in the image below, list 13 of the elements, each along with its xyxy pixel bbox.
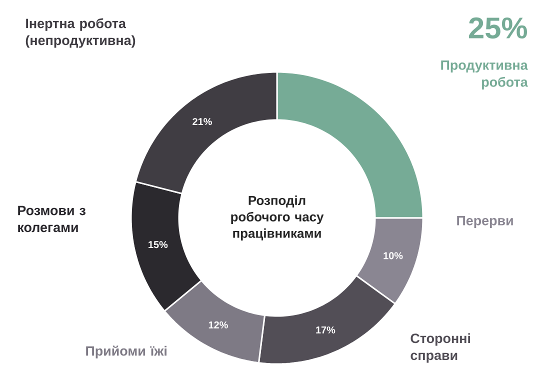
data-label: 21% <box>192 118 212 126</box>
slice-label: Інертна робота (непродуктивна) <box>26 18 136 48</box>
slice-label: Перерви <box>457 216 513 228</box>
data-label: 15% <box>148 241 168 248</box>
data-label: 17% <box>316 326 336 334</box>
slice-label: Прийоми їжі <box>86 346 166 358</box>
slice-label: Сторонні справи <box>410 333 470 363</box>
data-label: 10% <box>384 252 403 260</box>
data-label: 25% <box>469 17 528 39</box>
data-label: 12% <box>208 321 228 328</box>
text: Розподіл робочого часу працівниками <box>231 196 324 240</box>
slice-label: Продуктивна робота <box>441 60 528 90</box>
slice-label: Розмови з колегами <box>18 206 86 232</box>
